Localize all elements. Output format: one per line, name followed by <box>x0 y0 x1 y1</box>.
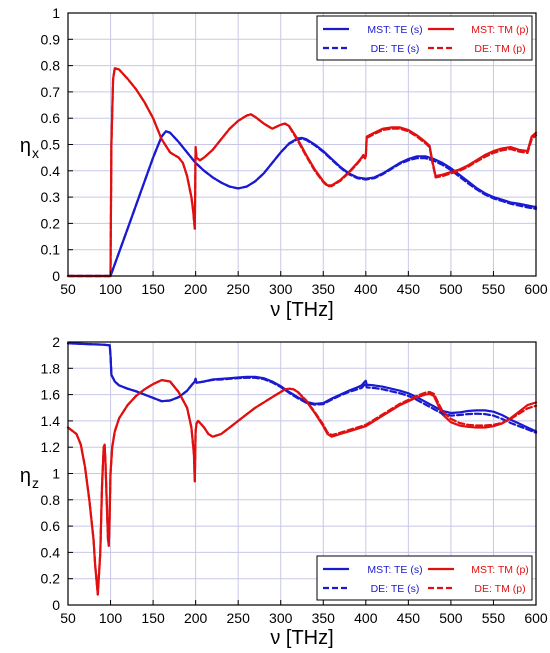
legend-label-3: DE: TE (s) <box>371 583 420 595</box>
y-tick-label: 0.3 <box>41 189 61 205</box>
x-tick-label: 50 <box>60 281 76 297</box>
legend-label-2: MST: TM (p) <box>471 564 529 576</box>
x-tick-label: 450 <box>397 610 421 626</box>
y-tick-label: 0 <box>52 268 60 284</box>
series-line-4 <box>66 379 538 596</box>
y-tick-label: 0.8 <box>41 58 61 74</box>
legend-label-1: MST: TE (s) <box>367 24 422 36</box>
x-tick-label: 350 <box>312 610 336 626</box>
legend: MST: TE (s) MST: TM (p) DE: TE (s) DE: TM (… <box>316 15 533 61</box>
chart-panel-1: 50 100 150 200 250 300 350 400 450 500 550 600 0 0.1 0… <box>20 5 548 321</box>
y-tick-label: 1.8 <box>41 360 61 376</box>
y-tick-label: 0.6 <box>41 110 61 126</box>
y-axis-label: η <box>20 465 31 487</box>
y-tick-label: 1 <box>52 5 60 21</box>
x-tick-label: 200 <box>184 610 208 626</box>
y-tick-label: 0.2 <box>41 215 61 231</box>
x-tick-label: 500 <box>439 281 463 297</box>
y-tick-label: 0.7 <box>41 84 61 100</box>
x-axis-label: ν [THz] <box>270 299 333 321</box>
y-axis-label: η <box>20 135 31 157</box>
legend-label-2: MST: TM (p) <box>471 24 529 36</box>
x-tick-label: 600 <box>524 610 548 626</box>
y-tick-label: 1.4 <box>41 413 61 429</box>
legend-label-1: MST: TE (s) <box>367 564 422 576</box>
x-tick-label: 150 <box>141 281 165 297</box>
x-tick-label: 350 <box>312 281 336 297</box>
x-tick-label: 450 <box>397 281 421 297</box>
x-tick-label: 300 <box>269 610 293 626</box>
x-tick-label: 150 <box>141 610 165 626</box>
x-tick-label: 500 <box>439 610 463 626</box>
x-axis-label: ν [THz] <box>270 627 333 649</box>
y-tick-label: 1.2 <box>41 439 61 455</box>
y-tick-label: 0.1 <box>41 242 61 258</box>
y-tick-label: 0.9 <box>41 31 61 47</box>
x-tick-label: 100 <box>99 610 123 626</box>
legend-label-3: DE: TE (s) <box>371 43 420 55</box>
x-tick-label: 550 <box>482 610 506 626</box>
y-tick-label: 0.4 <box>41 544 61 560</box>
legend-label-4: DE: TM (p) <box>474 43 525 55</box>
y-tick-label: 1.6 <box>41 387 61 403</box>
y-tick-label: 0.4 <box>41 163 61 179</box>
x-tick-label: 550 <box>482 281 506 297</box>
y-tick-label: 2 <box>52 334 60 350</box>
y-axis-label-subscript: z <box>32 475 39 491</box>
legend-box <box>316 555 533 601</box>
x-tick-label: 100 <box>99 281 123 297</box>
x-tick-label: 400 <box>354 281 378 297</box>
x-tick-label: 50 <box>60 610 76 626</box>
series-line-4 <box>66 67 538 278</box>
legend-label-4: DE: TM (p) <box>474 583 525 595</box>
x-tick-label: 200 <box>184 281 208 297</box>
y-tick-label: 0.5 <box>41 137 61 153</box>
x-tick-label: 300 <box>269 281 293 297</box>
y-tick-label: 0.8 <box>41 492 61 508</box>
y-tick-label: 0 <box>52 597 60 613</box>
legend-box <box>316 15 533 61</box>
x-tick-label: 250 <box>227 281 251 297</box>
y-tick-label: 0.2 <box>41 571 61 587</box>
x-tick-label: 400 <box>354 610 378 626</box>
y-axis-label-subscript: x <box>32 145 39 161</box>
series-line-3 <box>66 130 538 278</box>
x-tick-label: 600 <box>524 281 548 297</box>
y-tick-label: 1 <box>52 466 60 482</box>
legend: MST: TE (s) MST: TM (p) DE: TE (s) DE: TM (… <box>316 555 533 601</box>
x-tick-label: 250 <box>227 610 251 626</box>
y-tick-label: 0.6 <box>41 518 61 534</box>
chart-panel-2: 50 100 150 200 250 300 350 400 450 500 550 600 0 0.2 0… <box>20 334 548 649</box>
